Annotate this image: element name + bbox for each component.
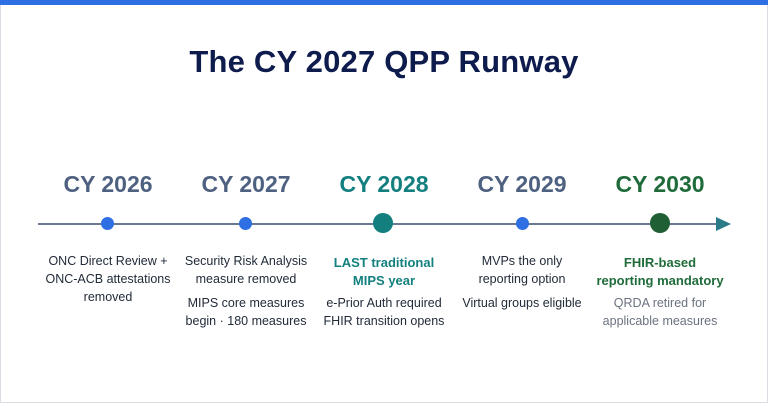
milestone-desc-2026: ONC Direct Review + ONC-ACB attestations…: [33, 252, 183, 306]
milestone-line: FHIR transition opens: [323, 314, 445, 328]
milestone-highlight: FHIR-based: [623, 255, 697, 270]
milestone-dot-2026: [101, 217, 114, 230]
milestone-desc-2030: FHIR-based reporting mandatory QRDA reti…: [585, 254, 735, 330]
milestone-dot-2028: [373, 213, 393, 233]
milestone-desc-2027: Security Risk Analysis measure removed M…: [171, 252, 321, 330]
timeline-arrow-icon: [716, 217, 731, 231]
milestone-desc-2028: LAST traditional MIPS year e-Prior Auth …: [309, 254, 459, 330]
milestone-line: measure removed: [195, 272, 297, 286]
milestone-line: begin · 180 measures: [185, 314, 307, 328]
milestone-highlight: MIPS year: [352, 273, 416, 288]
milestone-desc-2029: MVPs the only reporting option Virtual g…: [447, 252, 597, 312]
milestone-line: ONC Direct Review +: [48, 254, 168, 268]
milestone-highlight: reporting mandatory: [596, 273, 724, 288]
milestone-highlight: LAST traditional: [333, 255, 435, 270]
milestone-year-2030: CY 2030: [615, 171, 705, 197]
accent-bar: [0, 0, 768, 5]
page-title: The CY 2027 QPP Runway: [189, 44, 579, 79]
milestone-year-2026: CY 2026: [63, 171, 153, 197]
milestone-line: MVPs the only: [481, 254, 563, 268]
milestone-dot-2027: [239, 217, 252, 230]
milestone-year-2029: CY 2029: [477, 171, 567, 197]
milestone-line: removed: [83, 290, 133, 304]
milestone-line: reporting option: [478, 272, 566, 286]
milestone-year-2028: CY 2028: [339, 171, 429, 197]
milestone-line: QRDA retired for: [613, 296, 707, 310]
milestone-line: ONC-ACB attestations: [45, 272, 171, 286]
milestone-dot-2030: [650, 213, 670, 233]
milestone-line: e-Prior Auth required: [326, 296, 442, 310]
milestone-line: applicable measures: [602, 314, 718, 328]
milestone-line: Virtual groups eligible: [462, 296, 582, 310]
milestone-line: MIPS core measures: [187, 296, 305, 310]
milestone-dot-2029: [516, 217, 529, 230]
milestone-year-2027: CY 2027: [201, 171, 291, 197]
milestone-line: Security Risk Analysis: [184, 254, 308, 268]
